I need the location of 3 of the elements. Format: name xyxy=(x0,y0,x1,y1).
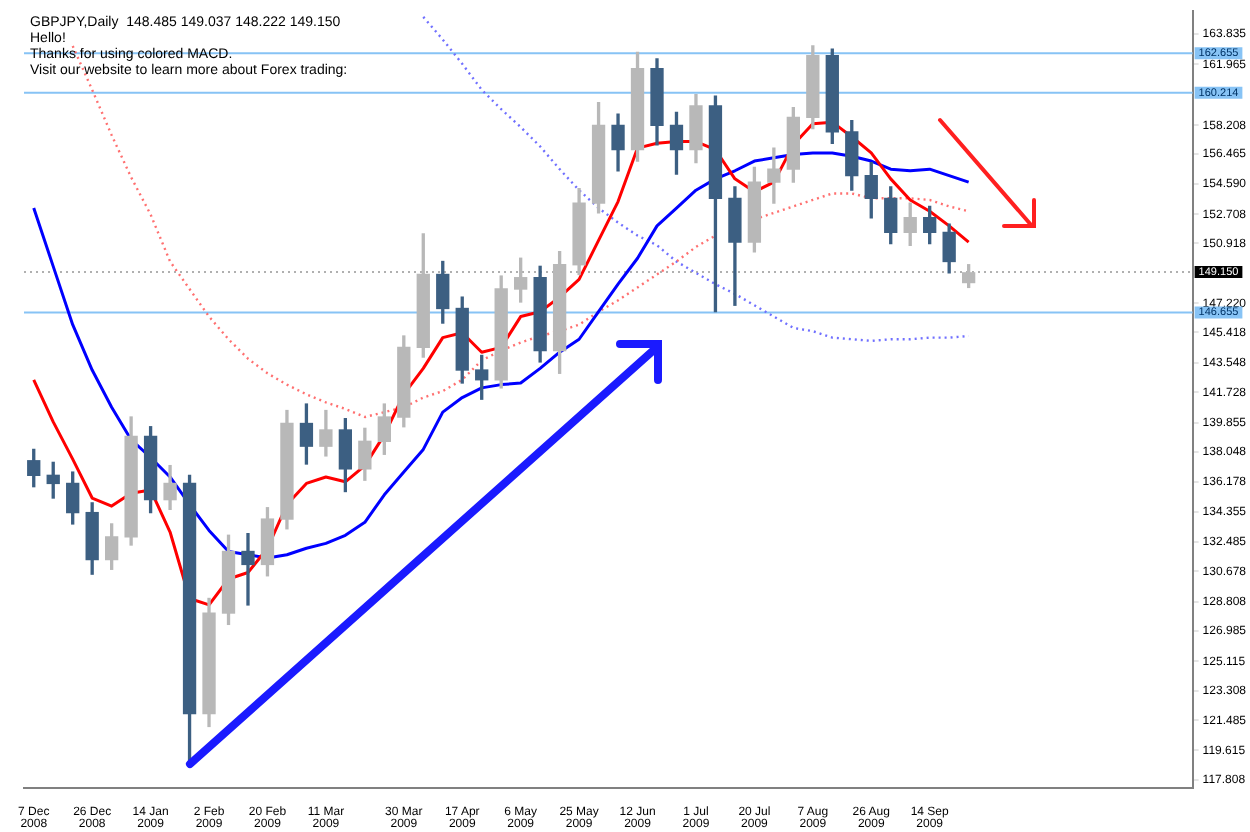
candlestick xyxy=(767,147,781,204)
line-series xyxy=(422,15,970,343)
candlestick xyxy=(241,533,255,606)
